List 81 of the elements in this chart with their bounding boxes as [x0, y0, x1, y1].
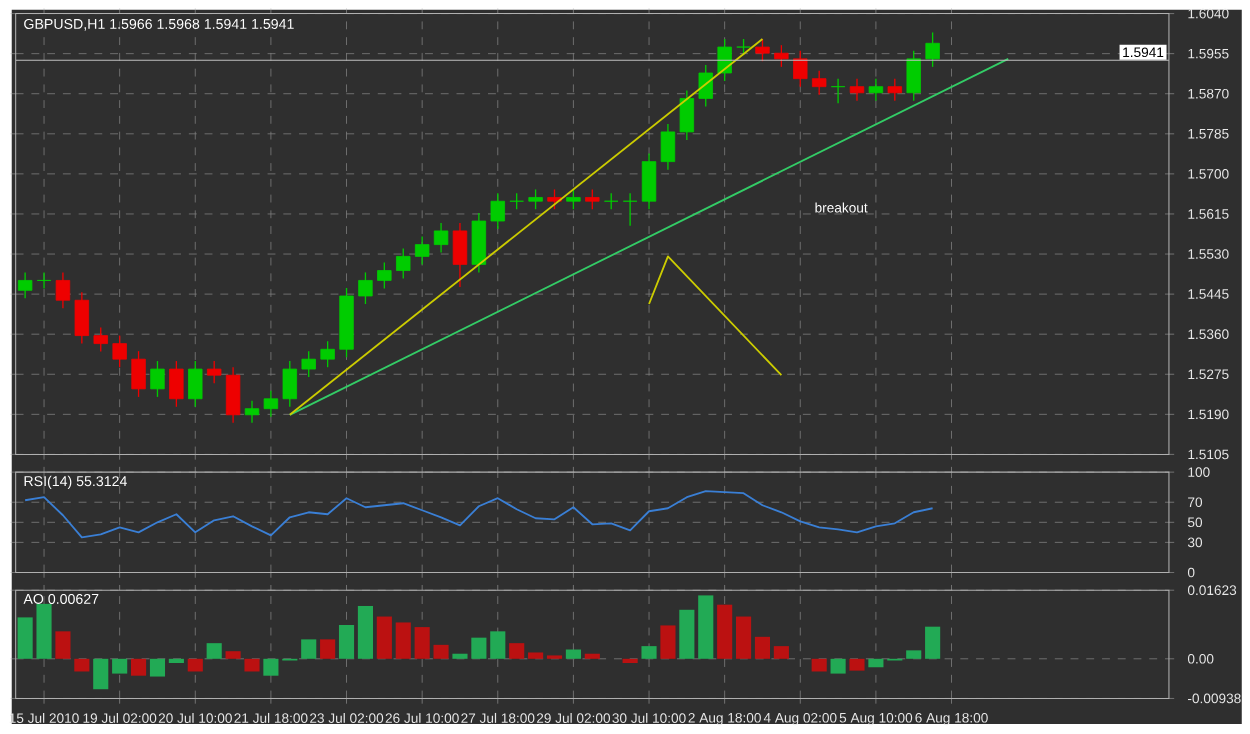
candlestick: [774, 44, 789, 68]
bar: [773, 646, 789, 659]
candlestick: [830, 77, 846, 104]
candlestick: [793, 50, 808, 88]
candlestick: [36, 271, 52, 290]
candlestick: [547, 188, 562, 210]
bar: [55, 631, 71, 659]
bar: [509, 643, 525, 659]
candlestick: [74, 291, 90, 345]
bar: [206, 643, 222, 659]
bar: [338, 624, 355, 659]
candlestick: [414, 235, 430, 266]
candlestick: [17, 271, 33, 299]
candlestick: [679, 89, 695, 141]
bar: [187, 658, 203, 672]
candlestick: [849, 77, 865, 102]
bar: [244, 658, 260, 672]
candlestick: [868, 77, 884, 102]
bar: [149, 658, 166, 677]
bar: [868, 658, 884, 668]
bar: [565, 649, 581, 659]
bar: [357, 605, 373, 659]
candlestick: [660, 123, 676, 171]
bar: [849, 658, 865, 671]
candlestick: [925, 31, 940, 68]
candlestick: [358, 271, 373, 305]
bar: [660, 625, 676, 659]
bar: [301, 639, 317, 659]
bar: [925, 626, 941, 659]
candlestick: [206, 360, 222, 384]
candlestick: [585, 188, 600, 210]
candlestick: [301, 350, 316, 378]
candlestick: [622, 192, 638, 227]
candlestick: [528, 188, 543, 210]
bar: [376, 616, 392, 659]
bar: [395, 622, 411, 659]
candlestick: [887, 77, 903, 102]
line-series: [24, 490, 934, 539]
candlestick: [452, 222, 468, 288]
bar: [717, 604, 733, 659]
bar: [528, 652, 544, 659]
candlestick: [396, 247, 411, 280]
bar: [736, 616, 752, 659]
candlestick: [377, 261, 392, 290]
candlestick: [811, 69, 827, 96]
bar: [112, 658, 128, 674]
candlestick: [263, 390, 279, 418]
candlestick: [566, 188, 581, 210]
bar: [263, 658, 279, 676]
bar: [906, 650, 922, 659]
bar: [830, 658, 846, 674]
candlestick: [906, 50, 921, 102]
candlestick: [112, 334, 127, 368]
bar: [490, 631, 506, 659]
bar: [93, 658, 109, 690]
bar: [320, 639, 336, 659]
candlestick: [433, 222, 449, 254]
bar: [584, 653, 600, 659]
candlestick: [188, 360, 203, 408]
candlestick: [698, 64, 713, 108]
bar: [698, 595, 714, 659]
bar: [225, 651, 241, 659]
bar: [679, 609, 695, 659]
candlestick: [55, 271, 71, 309]
candlestick: [244, 399, 260, 424]
bar: [641, 646, 657, 659]
candlestick: [225, 366, 241, 424]
bar: [131, 658, 147, 676]
candlestick: [169, 360, 184, 408]
candlestick: [471, 212, 487, 274]
candlestick: [755, 38, 770, 62]
candlestick: [93, 326, 108, 353]
candlestick: [320, 340, 335, 368]
candlestick: [131, 350, 146, 398]
candlestick: [641, 152, 657, 210]
bar: [74, 658, 90, 672]
bar: [754, 636, 771, 659]
candlestick: [490, 192, 505, 230]
candlestick: [282, 360, 298, 408]
candlestick: [150, 360, 165, 398]
bar: [811, 658, 827, 672]
